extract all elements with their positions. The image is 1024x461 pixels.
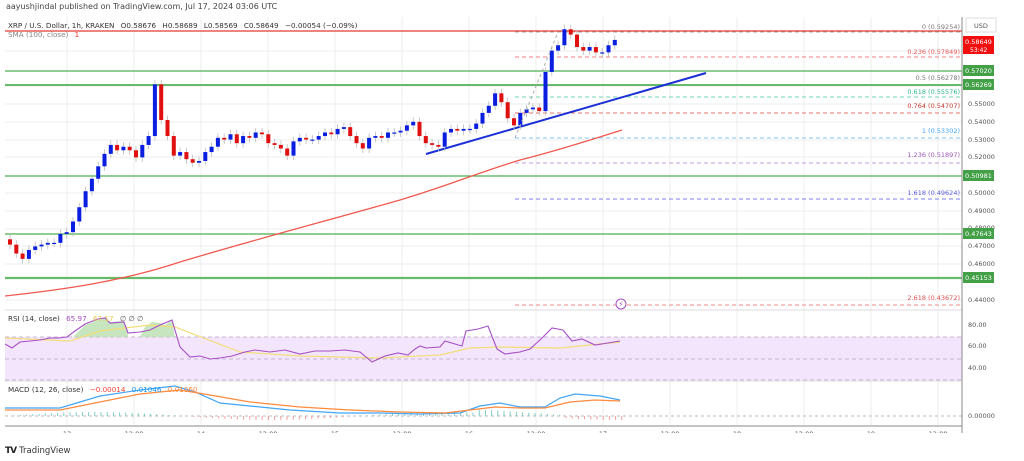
chart-canvas[interactable]: 0 (0.59254) 0.236 (0.57849) 0.5 (0.56278… bbox=[5, 17, 1024, 433]
svg-text:0.47000: 0.47000 bbox=[968, 242, 995, 250]
svg-text:0.5 (0.56278): 0.5 (0.56278) bbox=[916, 74, 960, 82]
footer-brand: TradingView bbox=[19, 446, 71, 456]
rsi-value: 65.97 bbox=[66, 314, 87, 323]
footer[interactable]: TV TradingView bbox=[5, 446, 70, 456]
svg-text:13: 13 bbox=[63, 430, 71, 433]
currency-label: USD bbox=[974, 22, 988, 30]
rsi-label: RSI (14, close) bbox=[8, 314, 60, 323]
trendline[interactable] bbox=[425, 72, 707, 155]
horizontal-grid bbox=[5, 50, 962, 301]
ohlc-high: H0.58689 bbox=[162, 21, 198, 30]
rsi-extra: ∅ ∅ ∅ bbox=[119, 314, 144, 323]
svg-text:17: 17 bbox=[599, 430, 607, 433]
svg-text:0.45153: 0.45153 bbox=[965, 274, 992, 282]
svg-text:14: 14 bbox=[197, 430, 205, 433]
level-price-tags: 0.57020 0.56269 0.50981 0.47643 0.45153 bbox=[963, 65, 994, 283]
ohlc-low: L0.58569 bbox=[203, 21, 238, 30]
symbol-label: XRP / U.S. Dollar, 1h, KRAKEN bbox=[8, 21, 115, 30]
svg-text:0.57020: 0.57020 bbox=[965, 67, 992, 75]
support-levels[interactable] bbox=[5, 70, 962, 280]
macd-legend[interactable]: MACD (12, 26, close) −0.00014 0.01046 0.… bbox=[8, 385, 202, 394]
sma-value: 1 bbox=[74, 30, 80, 39]
svg-text:⚡: ⚡ bbox=[619, 301, 624, 309]
ohlc-close: C0.58649 bbox=[243, 21, 279, 30]
svg-text:18: 18 bbox=[733, 430, 741, 433]
svg-text:12:00: 12:00 bbox=[795, 430, 814, 433]
fibonacci-labels: 0 (0.59254) 0.236 (0.57849) 0.5 (0.56278… bbox=[907, 23, 960, 302]
rsi-ma-line[interactable] bbox=[5, 324, 621, 359]
rsi-line[interactable] bbox=[5, 317, 621, 363]
indicator-axis-ticks[interactable]: 80.00 60.00 40.00 0.00000 bbox=[968, 321, 995, 420]
sma-legend[interactable]: SMA (100, close) 1 bbox=[8, 30, 83, 39]
svg-text:0.00000: 0.00000 bbox=[968, 412, 995, 420]
svg-text:0.46000: 0.46000 bbox=[968, 260, 995, 268]
macd-line[interactable] bbox=[5, 385, 621, 415]
ohlc-open: O0.58676 bbox=[120, 21, 157, 30]
svg-text:12:00: 12:00 bbox=[125, 430, 144, 433]
svg-text:0.53000: 0.53000 bbox=[968, 136, 995, 144]
svg-text:1.618 (0.49624): 1.618 (0.49624) bbox=[907, 189, 960, 197]
fib-anchor-line bbox=[514, 31, 559, 139]
svg-text:16: 16 bbox=[465, 430, 473, 433]
rsi-overbought-fill bbox=[73, 317, 128, 337]
lightning-event-icon[interactable]: ⚡ bbox=[615, 298, 627, 310]
svg-text:0.764 (0.54707): 0.764 (0.54707) bbox=[907, 102, 960, 110]
svg-text:60.00: 60.00 bbox=[968, 342, 987, 350]
svg-text:2.618 (0.43672): 2.618 (0.43672) bbox=[907, 294, 960, 302]
svg-text:15: 15 bbox=[331, 430, 339, 433]
svg-text:12:00: 12:00 bbox=[393, 430, 412, 433]
publisher-line: aayushjindal published on TradingView.co… bbox=[6, 2, 278, 11]
svg-text:0.54000: 0.54000 bbox=[968, 118, 995, 126]
svg-text:12:00: 12:00 bbox=[259, 430, 278, 433]
macd-histogram[interactable] bbox=[8, 409, 623, 420]
svg-text:0.49000: 0.49000 bbox=[968, 207, 995, 215]
svg-text:0.50981: 0.50981 bbox=[965, 172, 992, 180]
macd-label: MACD (12, 26, close) bbox=[8, 385, 84, 394]
rsi-ma-value: 67.17 bbox=[92, 314, 114, 323]
svg-text:0.618 (0.55576): 0.618 (0.55576) bbox=[907, 88, 960, 96]
macd-signal-line[interactable] bbox=[5, 389, 621, 414]
current-price-tag: 0.58649 53:42 bbox=[963, 36, 994, 54]
svg-text:12:00: 12:00 bbox=[661, 430, 680, 433]
svg-text:19: 19 bbox=[867, 430, 875, 433]
svg-text:1 (0.53302): 1 (0.53302) bbox=[922, 127, 960, 135]
svg-text:0 (0.59254): 0 (0.59254) bbox=[922, 23, 960, 31]
candlesticks[interactable] bbox=[8, 24, 617, 264]
svg-text:0.52000: 0.52000 bbox=[968, 153, 995, 161]
ohlc-change: −0.00054 (−0.09%) bbox=[284, 21, 358, 30]
svg-text:0.55000: 0.55000 bbox=[968, 100, 995, 108]
svg-text:0.50000: 0.50000 bbox=[968, 189, 995, 197]
svg-text:53:42: 53:42 bbox=[970, 47, 987, 54]
svg-text:80.00: 80.00 bbox=[968, 321, 987, 329]
svg-text:0.44000: 0.44000 bbox=[968, 296, 995, 304]
rsi-overbought-fill-2 bbox=[140, 320, 175, 337]
macd-signal-value: 0.01060 bbox=[167, 385, 198, 394]
rsi-legend[interactable]: RSI (14, close) 65.97 67.17 ∅ ∅ ∅ bbox=[8, 314, 147, 323]
macd-hist-value: −0.00014 bbox=[89, 385, 126, 394]
svg-text:12:00: 12:00 bbox=[527, 430, 546, 433]
rsi-band-lines bbox=[5, 336, 962, 381]
svg-text:40.00: 40.00 bbox=[968, 364, 987, 372]
symbol-legend[interactable]: XRP / U.S. Dollar, 1h, KRAKEN O0.58676 H… bbox=[8, 21, 361, 30]
svg-text:0.236 (0.57849): 0.236 (0.57849) bbox=[907, 48, 960, 56]
svg-text:0.58649: 0.58649 bbox=[965, 38, 992, 46]
svg-text:0.47643: 0.47643 bbox=[965, 230, 992, 238]
sma-label: SMA (100, close) bbox=[8, 30, 69, 39]
time-axis-ticks[interactable]: 13 12:00 14 12:00 15 12:00 16 12:00 17 12:00 18 12:… bbox=[63, 430, 948, 433]
chart-frame[interactable]: 0 (0.59254) 0.236 (0.57849) 0.5 (0.56278… bbox=[5, 17, 1024, 433]
sma-100-line[interactable] bbox=[5, 129, 623, 297]
macd-value: 0.01046 bbox=[131, 385, 162, 394]
svg-text:12:00: 12:00 bbox=[929, 430, 948, 433]
svg-text:0.56269: 0.56269 bbox=[965, 81, 992, 89]
tradingview-logo-icon: TV bbox=[5, 446, 17, 456]
currency-selector[interactable] bbox=[965, 17, 997, 33]
svg-text:1.236 (0.51897): 1.236 (0.51897) bbox=[907, 151, 960, 159]
